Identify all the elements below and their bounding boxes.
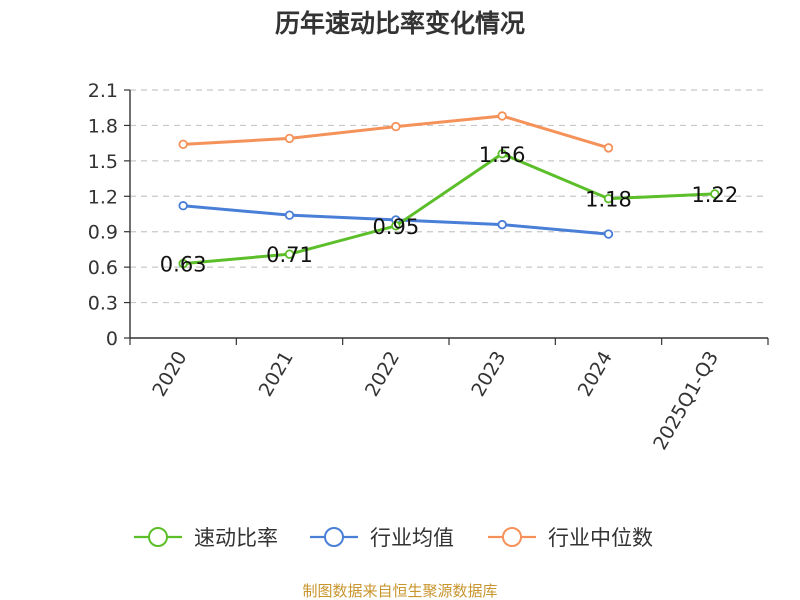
series-line [183,114,609,150]
y-tick-label: 0.6 [88,257,118,279]
data-label: 0.71 [266,243,313,267]
data-point [603,229,614,239]
x-tick-label: 2022 [361,348,404,401]
legend-item[interactable]: 速动比率 [134,526,278,550]
data-label: 1.22 [691,183,738,207]
data-point [284,210,295,220]
data-label: 1.56 [479,143,526,167]
data-point [284,133,295,144]
legend-marker [502,527,522,547]
x-tick-label: 2025Q1-Q3 [649,348,723,454]
legend-label: 行业均值 [370,526,454,550]
x-tick-label: 2024 [574,348,617,401]
x-tick-label: 2021 [255,348,298,401]
legend-label: 速动比率 [194,526,278,550]
data-point [497,149,507,159]
data-point [710,189,720,199]
y-tick-label: 0.9 [88,222,118,244]
data-point [497,219,507,230]
source-note: 制图数据来自恒生聚源数据库 [302,582,497,600]
legend-item[interactable]: 行业中位数 [488,526,653,550]
data-point [284,249,295,259]
y-axis-ticks: 0 0.3 0.6 0.9 1.2 1.5 1.8 2.1 [88,80,130,350]
data-point [497,111,507,121]
series-line [183,152,715,266]
legend-item[interactable]: 行业均值 [310,526,454,550]
data-label: 0.63 [160,253,207,277]
data-label: 1.18 [585,188,632,212]
legend-marker [324,527,344,547]
data-point [178,139,188,150]
legend-label: 行业中位数 [548,526,653,550]
y-tick-label: 1.2 [88,186,118,208]
axes [129,90,768,339]
legend[interactable]: 速动比率 行业均值 行业中位数 [134,526,653,550]
data-point [178,201,188,211]
data-label: 0.95 [372,215,419,239]
y-tick-label: 0.3 [88,293,118,315]
y-tick-label: 0 [106,328,118,350]
x-axis-ticks: 2020 2021 2022 2023 2024 2025Q1-Q3 [129,338,769,454]
chart-title: 历年速动比率变化情况 [275,9,525,38]
data-point [391,121,401,132]
data-point [603,193,614,204]
y-tick-label: 2.1 [88,80,118,102]
x-tick-label: 2023 [467,347,510,400]
x-tick-label: 2020 [148,348,191,401]
legend-marker [148,527,168,547]
y-tick-label: 1.8 [88,115,118,137]
series-layer [178,111,720,269]
data-labels: 0.63 0.71 0.95 1.56 1.18 1.22 [160,143,738,277]
data-point [178,258,188,269]
y-tick-label: 1.5 [88,151,118,173]
data-point [391,221,401,231]
data-point [603,143,614,153]
